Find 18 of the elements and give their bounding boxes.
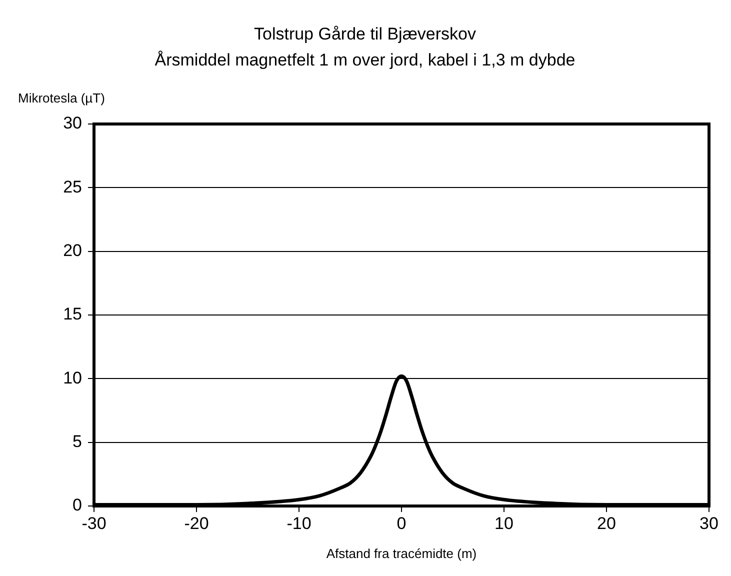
x-tick-label: -10: [286, 514, 312, 533]
y-tick-label: 30: [63, 114, 82, 133]
y-tick-label: 20: [63, 241, 82, 260]
chart-title: Tolstrup Gårde til Bjæverskov: [254, 24, 477, 44]
y-tick-label: 5: [72, 432, 82, 452]
x-tick-label: -30: [82, 514, 106, 533]
y-tick-label: 0: [72, 496, 82, 515]
y-tick-label: 15: [63, 304, 82, 324]
x-tick-label: 30: [700, 514, 718, 533]
y-tick-label: 25: [63, 177, 82, 196]
x-tick-label: 10: [494, 514, 514, 533]
y-axis-title: Mikrotesla (µT): [18, 90, 105, 106]
x-axis-title: Afstand fra tracémidte (m): [326, 546, 477, 561]
x-tick-label: 20: [597, 514, 616, 533]
x-tick-label: 0: [396, 514, 406, 533]
x-tick-label: -20: [184, 514, 209, 533]
y-tick-label: 10: [63, 368, 82, 388]
chart-subtitle: Årsmiddel magnetfelt 1 m over jord, kabel i 1,3 m dybde: [154, 50, 576, 70]
